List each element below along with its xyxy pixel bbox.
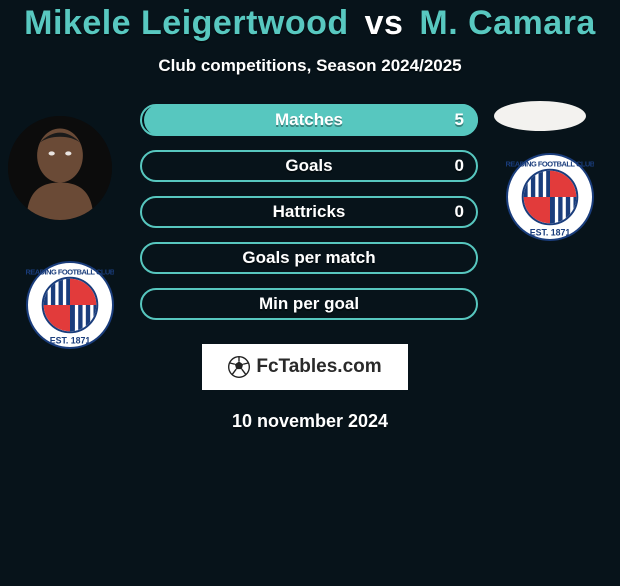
stat-row-min-per-goal: Min per goal xyxy=(140,288,478,320)
page-subtitle: Club competitions, Season 2024/2025 xyxy=(0,56,620,76)
stat-label: Goals per match xyxy=(242,248,375,268)
stat-value-right: 0 xyxy=(455,156,464,176)
title-player2: M. Camara xyxy=(419,4,595,42)
stat-value-right: 5 xyxy=(455,110,464,130)
stat-row-goals-per-match: Goals per match xyxy=(140,242,478,274)
player1-avatar-svg xyxy=(8,116,112,220)
stat-label: Goals xyxy=(285,156,332,176)
svg-text:READING FOOTBALL CLUB: READING FOOTBALL CLUB xyxy=(506,159,594,168)
soccer-ball-icon xyxy=(228,356,250,378)
comparison-date: 10 november 2024 xyxy=(0,411,620,432)
player1-club-badge: EST. 1871 READING FOOTBALL CLUB xyxy=(26,261,114,349)
fctables-logo-box: FcTables.com xyxy=(202,344,408,390)
player2-avatar-placeholder xyxy=(494,101,586,131)
stat-row-goals: Goals 0 xyxy=(140,150,478,182)
stat-label: Matches xyxy=(275,110,343,130)
svg-text:EST. 1871: EST. 1871 xyxy=(50,335,91,345)
stat-value-right: 0 xyxy=(455,202,464,222)
fctables-logo: FcTables.com xyxy=(228,356,381,378)
stat-row-hattricks: Hattricks 0 xyxy=(140,196,478,228)
fctables-logo-text: FcTables.com xyxy=(256,356,381,378)
page-title: Mikele Leigertwood vs M. Camara xyxy=(0,6,620,42)
title-vs: vs xyxy=(365,4,404,42)
player2-club-badge: EST. 1871 READING FOOTBALL CLUB xyxy=(506,153,594,241)
stat-label: Min per goal xyxy=(259,294,359,314)
svg-text:READING FOOTBALL CLUB: READING FOOTBALL CLUB xyxy=(26,267,114,276)
stat-row-matches: Matches 5 xyxy=(140,104,478,136)
svg-text:EST. 1871: EST. 1871 xyxy=(530,227,571,237)
stat-label: Hattricks xyxy=(273,202,346,222)
title-player1: Mikele Leigertwood xyxy=(24,4,349,42)
player1-avatar xyxy=(8,116,112,220)
stat-bars: Matches 5 Goals 0 Hattricks 0 Goals per match M… xyxy=(140,104,478,334)
